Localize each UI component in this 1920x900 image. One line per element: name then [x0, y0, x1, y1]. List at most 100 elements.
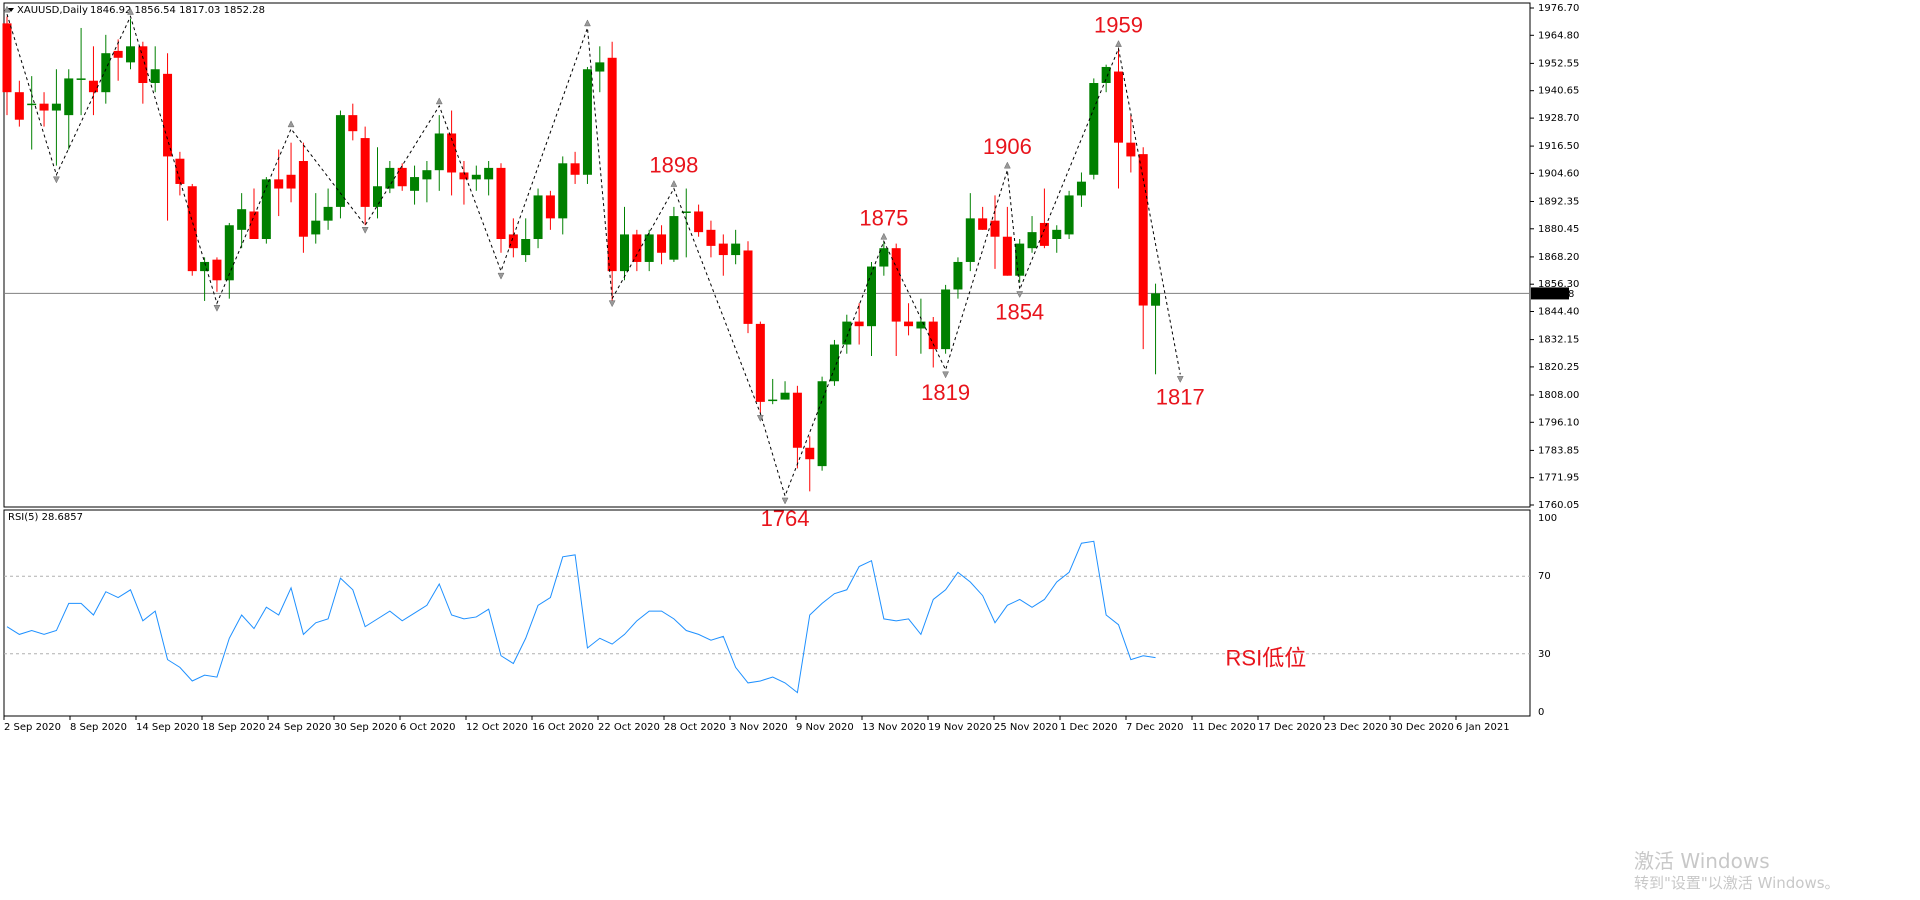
candle-body	[434, 133, 444, 171]
price-tick-label: 1856.30	[1538, 279, 1579, 290]
candle-body	[582, 69, 592, 175]
swing-label: 1898	[649, 153, 698, 178]
date-tick-label: 7 Dec 2020	[1126, 722, 1184, 733]
candle-body	[187, 186, 197, 272]
candle-body	[891, 248, 901, 322]
date-tick-label: 28 Oct 2020	[664, 722, 726, 733]
date-tick-label: 30 Dec 2020	[1390, 722, 1454, 733]
current-price-box	[1531, 287, 1569, 300]
candle-body	[200, 261, 210, 272]
swing-label: 1906	[983, 134, 1032, 159]
zigzag-marker	[781, 497, 789, 505]
date-tick-label: 11 Dec 2020	[1192, 722, 1256, 733]
candle-body	[941, 289, 951, 350]
chart-menu-icon[interactable]	[8, 8, 14, 12]
candle-body	[706, 229, 716, 246]
candle-body	[1126, 142, 1136, 157]
zigzag-marker	[361, 226, 369, 234]
candle-body	[385, 167, 395, 189]
candle-body	[879, 248, 889, 267]
zigzag-marker	[213, 304, 221, 312]
date-tick-label: 6 Oct 2020	[400, 722, 455, 733]
candle-body	[743, 250, 753, 324]
candle-body	[1039, 222, 1049, 246]
rsi-tick-label: 30	[1538, 649, 1551, 660]
chart-ohlc-label: 1846.92 1856.54 1817.03 1852.28	[90, 5, 265, 16]
zigzag-marker	[1176, 376, 1184, 383]
candle-body	[1101, 66, 1111, 84]
candle-body	[508, 234, 518, 249]
candle-body	[570, 163, 580, 175]
date-tick-label: 25 Nov 2020	[994, 722, 1058, 733]
activation-watermark-title: 激活 Windows	[1634, 849, 1770, 873]
candle-body	[459, 172, 469, 180]
candle-body	[126, 46, 135, 63]
zigzag-marker	[670, 179, 678, 187]
price-tick-label: 1940.65	[1538, 86, 1579, 97]
candle-body	[88, 80, 98, 93]
date-tick-label: 8 Sep 2020	[70, 722, 127, 733]
rsi-axis: 100 70 30 0	[4, 513, 1557, 718]
date-tick-label: 12 Oct 2020	[466, 722, 528, 733]
price-tick-label: 1844.40	[1538, 306, 1579, 317]
date-tick-label: 3 Nov 2020	[730, 722, 788, 733]
date-tick-label: 6 Jan 2021	[1456, 722, 1510, 733]
zigzag-marker	[584, 19, 591, 27]
zigzag-indicator	[3, 5, 1184, 505]
candle-body	[113, 50, 123, 58]
candle-body	[607, 57, 617, 272]
candle-body	[780, 392, 790, 400]
candle-body	[101, 53, 111, 93]
zigzag-marker	[942, 371, 950, 379]
candle-body	[175, 158, 185, 184]
candle-body	[1027, 232, 1037, 249]
candle-body	[669, 216, 679, 260]
price-tick-label: 1928.70	[1538, 113, 1579, 124]
candle-body	[298, 161, 308, 237]
candle-body	[51, 103, 61, 111]
candle-body	[249, 211, 259, 240]
swing-label: 1959	[1094, 13, 1143, 38]
candle-body	[990, 220, 1000, 237]
candle-body	[212, 259, 222, 281]
price-tick-label: 1820.25	[1538, 362, 1579, 373]
zigzag-marker	[497, 272, 505, 280]
price-tick-label: 1783.85	[1538, 445, 1579, 456]
price-tick-label: 1832.15	[1538, 335, 1579, 346]
price-tick-label: 1904.60	[1538, 168, 1579, 179]
date-tick-label: 30 Sep 2020	[334, 722, 397, 733]
candle-body	[39, 103, 49, 111]
date-tick-label: 17 Dec 2020	[1258, 722, 1322, 733]
candle-body	[1064, 195, 1074, 235]
candle-body	[261, 179, 271, 240]
swing-label: 1764	[761, 506, 810, 531]
candle-body	[595, 62, 605, 72]
zigzag-marker	[287, 120, 295, 128]
candle-body	[731, 243, 741, 256]
candle-body	[224, 225, 234, 281]
candle-body	[558, 163, 568, 219]
candle-body	[644, 234, 654, 262]
candle-body	[657, 234, 667, 253]
candle-body	[484, 167, 494, 180]
candle-body	[1138, 154, 1148, 306]
candle-body	[1114, 71, 1123, 143]
price-tick-label: 1952.55	[1538, 58, 1579, 69]
candles-series	[2, 16, 1161, 492]
candle-body	[792, 392, 802, 448]
candle-body	[632, 234, 642, 262]
candle-body	[829, 344, 839, 382]
rsi-annotation: RSI低位	[1226, 646, 1307, 671]
candle-body	[471, 174, 481, 180]
candle-body	[138, 46, 148, 84]
candle-body	[335, 115, 345, 207]
price-panel-frame	[3, 2, 1531, 508]
date-tick-label: 23 Dec 2020	[1324, 722, 1388, 733]
candle-body	[842, 321, 852, 345]
zigzag-marker	[127, 7, 134, 15]
candle-body	[978, 218, 988, 230]
rsi-label: RSI(5) 28.6857	[8, 512, 83, 523]
zigzag-marker	[756, 415, 764, 422]
candle-body	[867, 266, 876, 327]
rsi-tick-label: 100	[1538, 513, 1557, 524]
